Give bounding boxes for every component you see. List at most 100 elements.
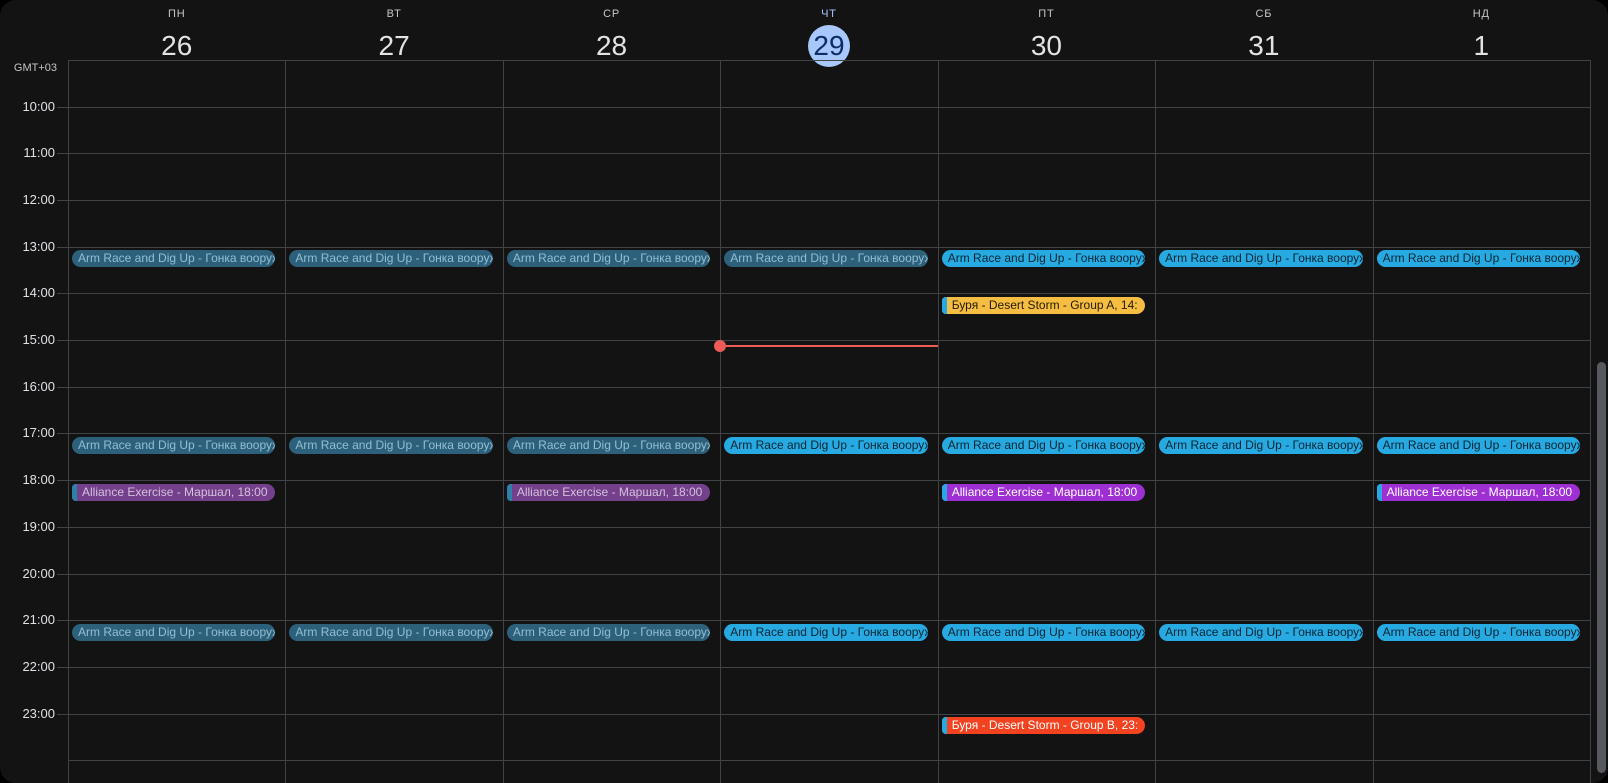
event-title: Arm Race and Dig Up - Гонка вооруж — [78, 251, 276, 266]
event-title: Arm Race and Dig Up - Гонка вооруж — [1165, 624, 1363, 639]
day-name: ПН — [167, 8, 186, 20]
grid-vertical-line — [68, 60, 69, 783]
scrollbar-thumb[interactable] — [1597, 362, 1606, 773]
grid-hour-line — [68, 386, 1590, 388]
event-title: Arm Race and Dig Up - Гонка вооруж — [295, 251, 493, 266]
event-chip[interactable]: Arm Race and Dig Up - Гонка вооруж — [72, 250, 276, 268]
event-title: Arm Race and Dig Up - Гонка вооруж — [1382, 624, 1580, 639]
grid-hour-line — [68, 480, 1590, 482]
grid-hour-line — [68, 59, 1590, 61]
event-chip[interactable]: Arm Race and Dig Up - Гонка вооруж — [1376, 623, 1580, 641]
column-header-пн: ПН 26 — [68, 0, 285, 72]
event-chip[interactable]: Arm Race and Dig Up - Гонка вооруж — [506, 623, 711, 641]
event-chip[interactable]: Arm Race and Dig Up - Гонка вооруж — [941, 436, 1146, 454]
grid-hour-line — [68, 620, 1590, 622]
event-chip[interactable]: Arm Race and Dig Up - Гонка вооруж — [1159, 250, 1363, 268]
time-tick — [57, 153, 68, 155]
time-tick — [57, 480, 68, 482]
date-number[interactable]: 26 — [161, 30, 193, 61]
time-tick — [57, 666, 68, 668]
time-label: 17:00 — [22, 425, 55, 441]
grid-hour-line — [68, 153, 1590, 155]
time-tick — [57, 246, 68, 248]
event-chip[interactable]: Arm Race and Dig Up - Гонка вооруж — [724, 250, 928, 268]
time-label: 11:00 — [23, 145, 55, 161]
time-label: 21:00 — [22, 612, 55, 628]
date-number[interactable]: 28 — [595, 30, 628, 61]
event-chip[interactable]: Arm Race and Dig Up - Гонка вооруж — [941, 250, 1146, 268]
event-color-stripe — [1376, 483, 1382, 501]
event-chip[interactable]: Alliance Exercise - Маршал, 18:00 — [506, 483, 711, 501]
day-name: СР — [603, 8, 620, 20]
event-chip[interactable]: Arm Race and Dig Up - Гонка вооруж — [289, 436, 493, 454]
event-color-stripe — [941, 296, 947, 314]
event-chip[interactable]: Alliance Exercise - Маршал, 18:00 — [1376, 483, 1580, 501]
event-chip[interactable]: Alliance Exercise - Маршал, 18:00 — [941, 483, 1146, 501]
grid-hour-line — [68, 293, 1590, 295]
date-number[interactable]: 30 — [1030, 30, 1062, 61]
event-color-stripe — [72, 483, 77, 501]
time-label: 20:00 — [22, 565, 55, 581]
column-header-сб: СБ 31 — [1155, 0, 1372, 72]
timezone-label: GMT+03 — [13, 62, 57, 74]
grid-hour-line — [68, 106, 1590, 108]
day-name: СБ — [1255, 8, 1273, 20]
time-label: 14:00 — [22, 285, 55, 301]
now-indicator-line — [720, 345, 938, 348]
event-title: Arm Race and Dig Up - Гонка вооруж — [947, 251, 1146, 266]
event-chip[interactable]: Arm Race and Dig Up - Гонка вооруж — [506, 250, 711, 268]
event-title: Arm Race and Dig Up - Гонка вооруж — [730, 437, 928, 452]
time-label: 10:00 — [22, 98, 55, 114]
time-tick — [57, 620, 68, 622]
event-title: Alliance Exercise - Маршал, 18:00 — [516, 484, 703, 499]
time-label: 19:00 — [22, 518, 55, 534]
event-chip[interactable]: Буря - Desert Storm - Group A, 14: — [941, 296, 1146, 314]
event-chip[interactable]: Alliance Exercise - Маршал, 18:00 — [72, 483, 276, 501]
grid-hour-line — [68, 713, 1590, 715]
grid-vertical-line — [720, 60, 722, 783]
day-name: ЧТ — [821, 8, 837, 20]
event-chip[interactable]: Arm Race and Dig Up - Гонка вооруж — [941, 623, 1146, 641]
time-tick — [57, 433, 68, 435]
now-indicator-dot — [714, 340, 727, 353]
grid-vertical-line — [1155, 60, 1157, 783]
event-title: Arm Race and Dig Up - Гонка вооруж — [78, 437, 276, 452]
event-chip[interactable]: Arm Race and Dig Up - Гонка вооруж — [1376, 250, 1580, 268]
event-chip[interactable]: Arm Race and Dig Up - Гонка вооруж — [1159, 436, 1363, 454]
event-chip[interactable]: Arm Race and Dig Up - Гонка вооруж — [724, 623, 928, 641]
event-chip[interactable]: Arm Race and Dig Up - Гонка вооруж — [1159, 623, 1363, 641]
event-chip[interactable]: Arm Race and Dig Up - Гонка вооруж — [72, 436, 276, 454]
date-number[interactable]: 1 — [1473, 30, 1490, 61]
event-chip[interactable]: Arm Race and Dig Up - Гонка вооруж — [1376, 436, 1580, 454]
event-chip[interactable]: Arm Race and Dig Up - Гонка вооруж — [724, 436, 928, 454]
event-chip[interactable]: Arm Race and Dig Up - Гонка вооруж — [72, 623, 276, 641]
grid-hour-line — [68, 199, 1590, 201]
date-number[interactable]: 31 — [1248, 30, 1280, 61]
event-chip[interactable]: Буря - Desert Storm - Group B, 23: — [941, 717, 1146, 735]
time-label: 13:00 — [22, 238, 55, 254]
grid-vertical-line — [937, 60, 939, 783]
grid-hour-line — [68, 433, 1590, 435]
time-tick — [57, 386, 68, 388]
day-name: ПТ — [1038, 8, 1055, 20]
grid-vertical-line — [1590, 60, 1591, 783]
column-header-чт: ЧТ 29 — [720, 0, 937, 72]
event-title: Alliance Exercise - Маршал, 18:00 — [951, 484, 1138, 499]
event-chip[interactable]: Arm Race and Dig Up - Гонка вооруж — [506, 436, 711, 454]
grid-hour-line — [68, 340, 1590, 341]
event-chip[interactable]: Arm Race and Dig Up - Гонка вооруж — [289, 250, 493, 268]
event-title: Arm Race and Dig Up - Гонка вооруж — [512, 251, 711, 266]
event-title: Arm Race and Dig Up - Гонка вооруж — [730, 624, 928, 639]
grid-hour-line — [68, 246, 1590, 248]
time-label: 12:00 — [22, 191, 55, 207]
time-tick — [57, 713, 68, 715]
time-label: 15:00 — [22, 332, 55, 347]
grid-hour-line — [68, 526, 1590, 528]
event-chip[interactable]: Arm Race and Dig Up - Гонка вооруж — [289, 623, 493, 641]
grid-hour-line — [68, 573, 1590, 575]
date-number[interactable]: 27 — [378, 30, 410, 61]
time-label: 18:00 — [22, 472, 55, 488]
event-title: Arm Race and Dig Up - Гонка вооруж — [1165, 437, 1363, 452]
event-title: Arm Race and Dig Up - Гонка вооруж — [78, 624, 276, 639]
